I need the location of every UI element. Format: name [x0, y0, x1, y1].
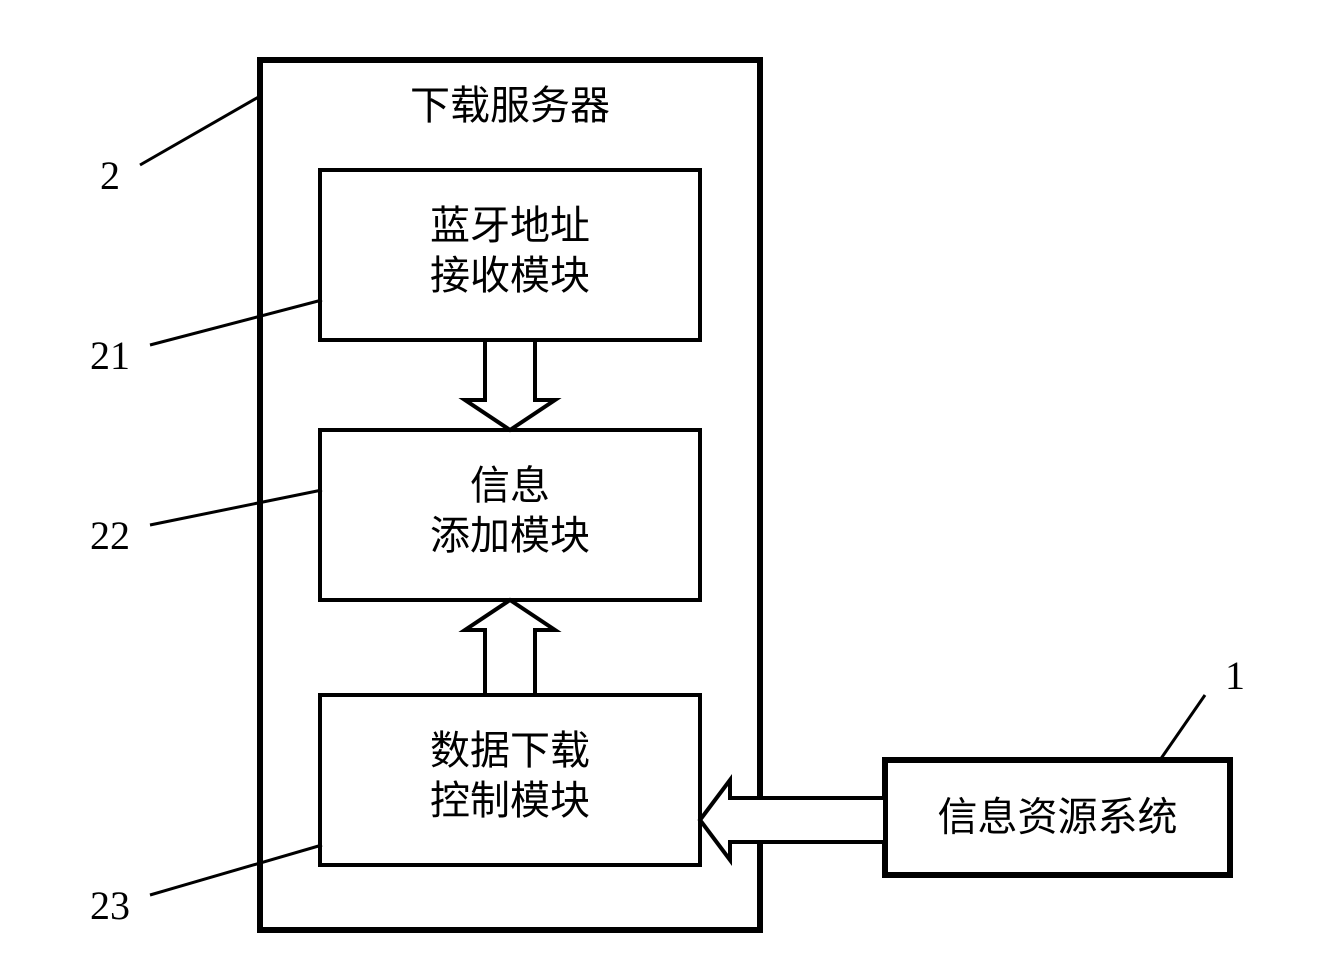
arrow-info-to-23 [700, 780, 885, 860]
svg-text:信息: 信息 [470, 463, 550, 508]
label-21: 21 [90, 333, 130, 378]
box23: 数据下载控制模块 23 [90, 695, 700, 928]
box21: 蓝牙地址接收模块 21 [90, 170, 700, 378]
svg-text:控制模块: 控制模块 [430, 778, 590, 823]
outer-box-title: 下载服务器 [410, 83, 610, 128]
label-22: 22 [90, 513, 130, 558]
label-23: 23 [90, 883, 130, 928]
arrow-23-to-22 [465, 600, 555, 695]
label-2: 2 [100, 153, 120, 198]
svg-text:数据下载: 数据下载 [430, 728, 590, 773]
svg-text:蓝牙地址: 蓝牙地址 [430, 203, 590, 248]
box22: 信息添加模块 22 [90, 430, 700, 600]
svg-text:接收模块: 接收模块 [430, 253, 590, 298]
svg-text:添加模块: 添加模块 [430, 513, 590, 558]
label-1: 1 [1225, 653, 1245, 698]
external-info-system: 信息资源系统 1 [885, 653, 1245, 875]
arrow-21-to-22 [465, 340, 555, 430]
svg-text:信息资源系统: 信息资源系统 [938, 795, 1178, 840]
